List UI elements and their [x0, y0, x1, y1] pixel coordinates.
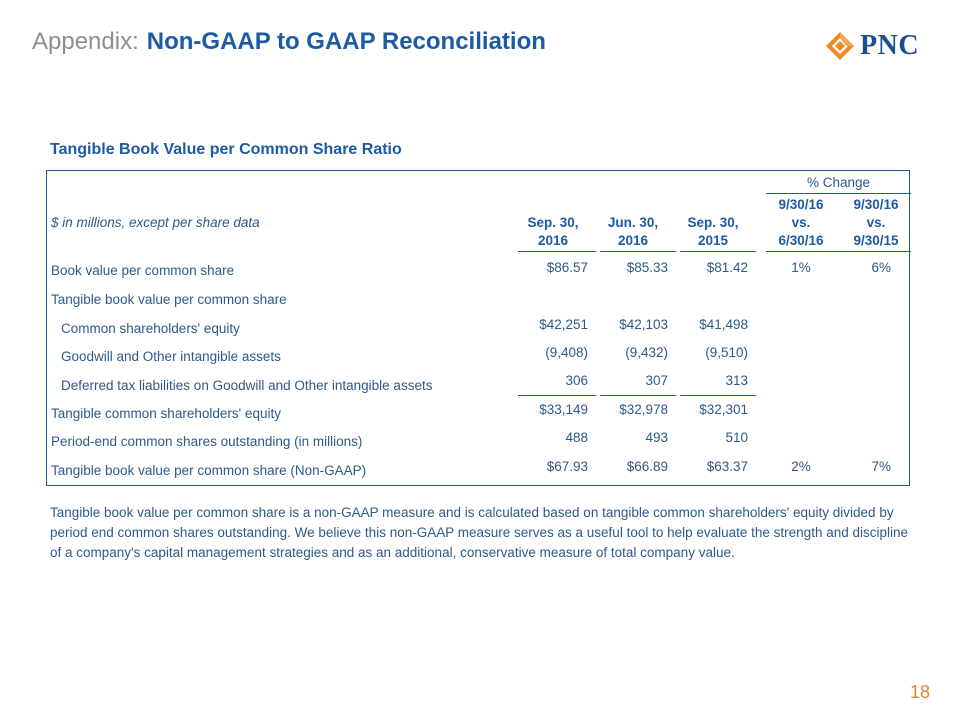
- table-cell: $32,978: [619, 402, 668, 417]
- table-cell: $86.57: [546, 260, 588, 275]
- row-label: Period-end common shares outstanding (in…: [51, 434, 363, 449]
- table-cell: $67.93: [546, 459, 588, 474]
- col-header-line: Sep. 30,: [527, 215, 579, 230]
- col-header-line: Sep. 30,: [687, 215, 739, 230]
- table-cell: $63.37: [706, 459, 748, 474]
- subtotal-rule: [680, 395, 756, 396]
- col-header-line: 6/30/16: [778, 233, 824, 248]
- table-cell: 307: [645, 373, 668, 388]
- table-cell: (9,432): [625, 345, 668, 360]
- row-label: Deferred tax liabilities on Goodwill and…: [61, 378, 433, 393]
- pct-change-header: % Change: [806, 175, 871, 190]
- page-title: Non-GAAP to GAAP Reconciliation: [146, 28, 546, 55]
- logo-text: PNC: [860, 30, 920, 61]
- table-cell: 493: [645, 430, 668, 445]
- col-header-change-qoq: 9/30/16 vs. 6/30/16: [766, 196, 836, 250]
- table-cell: $42,103: [619, 317, 668, 332]
- table-cell: $32,301: [699, 402, 748, 417]
- col-header-line: 2016: [537, 233, 569, 248]
- col-header-line: 2015: [697, 233, 729, 248]
- reconciliation-table: % Change $ in millions, except per share…: [46, 170, 911, 486]
- col-header-line: vs.: [791, 215, 811, 230]
- col-header-change-yoy: 9/30/16 vs. 9/30/15: [841, 196, 911, 250]
- row-label: Tangible book value per common share (No…: [51, 463, 367, 478]
- section-title: Tangible Book Value per Common Share Rat…: [50, 141, 402, 158]
- col-header-line: 2016: [617, 233, 649, 248]
- header-rule: [600, 251, 676, 252]
- title-prefix: Appendix:: [32, 28, 139, 55]
- table-cell: 6%: [871, 260, 891, 275]
- table-cell: $81.42: [706, 260, 748, 275]
- page-number: 18: [909, 682, 930, 702]
- slide-title: Appendix: Non-GAAP to GAAP Reconciliation: [32, 30, 546, 54]
- table-cell: 2%: [791, 459, 811, 474]
- col-header-jun-2016: Jun. 30, 2016: [598, 214, 668, 250]
- col-header-line: Jun. 30,: [607, 215, 659, 230]
- header-rule: [518, 251, 596, 252]
- table-cell: 488: [565, 430, 588, 445]
- pnc-logo: PNC: [824, 30, 919, 62]
- table-cell: $33,149: [539, 402, 588, 417]
- table-cell: $41,498: [699, 317, 748, 332]
- table-cell: (9,510): [705, 345, 748, 360]
- subtotal-rule: [600, 395, 676, 396]
- table-cell: $42,251: [539, 317, 588, 332]
- subtotal-rule: [518, 395, 596, 396]
- col-header-sep-2016: Sep. 30, 2016: [518, 214, 588, 250]
- row-label: Book value per common share: [51, 263, 235, 278]
- row-label: Common shareholders' equity: [61, 321, 240, 336]
- col-header-line: vs.: [866, 215, 886, 230]
- col-header-line: 9/30/16: [778, 197, 824, 212]
- table-cell: 306: [565, 373, 588, 388]
- col-header-line: 9/30/15: [853, 233, 899, 248]
- table-cell: 510: [725, 430, 748, 445]
- table-cell: (9,408): [545, 345, 588, 360]
- pct-change-rule: [766, 193, 911, 194]
- table-cell: 313: [725, 373, 748, 388]
- table-cell: $85.33: [626, 260, 668, 275]
- table-cell: 1%: [791, 260, 811, 275]
- col-header-sep-2015: Sep. 30, 2015: [678, 214, 748, 250]
- header-rule: [680, 251, 756, 252]
- col-header-line: 9/30/16: [853, 197, 899, 212]
- pnc-triangle-logo-icon: [826, 32, 854, 60]
- footnote: Tangible book value per common share is …: [50, 505, 909, 560]
- table-cell: $66.89: [626, 459, 668, 474]
- row-label: Tangible book value per common share: [51, 292, 287, 307]
- header-rule: [766, 251, 911, 252]
- row-header-label: $ in millions, except per share data: [51, 215, 260, 230]
- row-label: Goodwill and Other intangible assets: [61, 349, 281, 364]
- table-cell: 7%: [871, 459, 891, 474]
- row-label: Tangible common shareholders' equity: [51, 406, 281, 421]
